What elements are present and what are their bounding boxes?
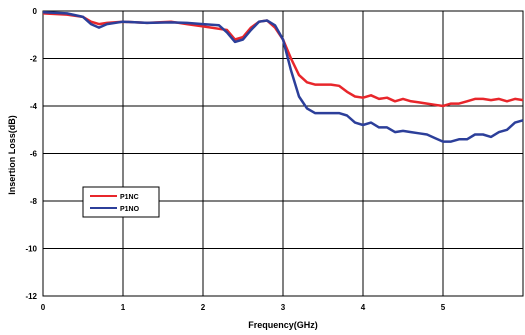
grid: [43, 11, 523, 296]
legend: P1NC P1NO: [82, 186, 160, 218]
tick-labels: 0 1 2 3 4 5 0 -2 -4 -6 -8 -10 -12: [25, 7, 445, 312]
y-tick-label: -12: [25, 292, 37, 301]
y-tick-label: -10: [25, 245, 37, 254]
legend-label-p1nc: P1NC: [120, 194, 139, 201]
y-tick-label: -6: [30, 150, 38, 159]
x-axis-title: Frequency(GHz): [248, 320, 318, 330]
y-tick-label: -8: [30, 197, 38, 206]
x-tick-label: 2: [201, 303, 206, 312]
y-axis-title: Insertion Loss(dB): [7, 115, 17, 195]
x-tick-label: 1: [121, 303, 126, 312]
x-tick-label: 4: [361, 303, 366, 312]
y-tick-label: -2: [30, 55, 38, 64]
x-tick-label: 5: [441, 303, 446, 312]
series-line-p1no: [42, 10, 524, 143]
x-tick-label: 3: [281, 303, 286, 312]
legend-box: [82, 186, 160, 218]
x-tick-label: 0: [41, 303, 46, 312]
y-tick-label: 0: [33, 7, 38, 16]
legend-label-p1no: P1NO: [120, 206, 140, 213]
series-layer: [42, 10, 524, 143]
plot-area: [42, 10, 524, 297]
y-tick-label: -4: [30, 102, 38, 111]
